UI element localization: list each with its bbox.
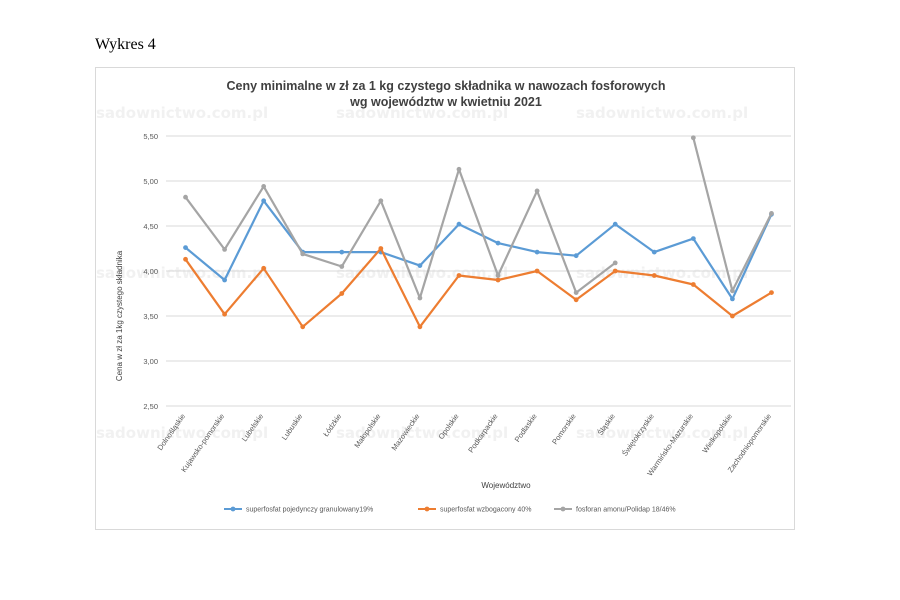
series-3 bbox=[183, 135, 774, 301]
data-point bbox=[300, 324, 306, 330]
data-point bbox=[730, 313, 735, 319]
data-point bbox=[456, 221, 462, 227]
data-point bbox=[651, 273, 657, 278]
data-point bbox=[339, 249, 345, 255]
series-1 bbox=[183, 198, 774, 302]
chart-area: sadownictwo.com.pl sadownictwo.com.pl sado… bbox=[95, 67, 795, 530]
y-tick-label: 3,50 bbox=[143, 312, 158, 321]
data-point bbox=[339, 291, 345, 296]
y-tick-label: 3,00 bbox=[143, 357, 158, 366]
x-axis-title: Województwo bbox=[481, 481, 531, 490]
data-point bbox=[183, 256, 188, 262]
data-point bbox=[261, 198, 267, 204]
data-point bbox=[651, 249, 657, 255]
y-tick-label: 5,50 bbox=[143, 132, 158, 141]
y-tick-label: 4,00 bbox=[143, 267, 158, 276]
y-axis-ticks: 2,50 3,00 3,50 4,00 4,50 5,00 5,50 bbox=[143, 132, 158, 411]
data-point bbox=[730, 296, 735, 302]
x-tick-label: Podlaskie bbox=[513, 412, 539, 444]
data-point bbox=[769, 290, 774, 295]
data-point bbox=[222, 311, 227, 317]
x-tick-label: Warmińsko-Mazurskie bbox=[645, 412, 695, 478]
legend-label: superfosfat wzbogacony 40% bbox=[440, 507, 531, 514]
chart-title: Ceny minimalne w zł za 1 kg czystego skł… bbox=[226, 79, 665, 93]
watermark-text: sadownictwo.com.pl bbox=[336, 104, 508, 122]
data-point bbox=[339, 264, 345, 269]
data-point bbox=[690, 135, 696, 141]
series-line bbox=[184, 247, 773, 328]
data-point bbox=[690, 236, 696, 242]
chart-subtitle: wg województw w kwietniu 2021 bbox=[349, 95, 542, 109]
data-point bbox=[222, 277, 227, 283]
data-point bbox=[534, 268, 540, 274]
series-line bbox=[184, 199, 773, 300]
series-2 bbox=[183, 246, 774, 330]
legend-label: superfosfat pojedynczy granulowany19% bbox=[246, 507, 373, 514]
data-point bbox=[769, 211, 774, 216]
y-tick-label: 4,50 bbox=[143, 222, 158, 231]
y-tick-label: 2,50 bbox=[143, 402, 158, 411]
x-tick-label: Lubuskie bbox=[280, 412, 305, 442]
data-point bbox=[495, 240, 501, 246]
watermark-text: sadownictwo.com.pl bbox=[576, 104, 748, 122]
gridlines bbox=[166, 135, 791, 407]
x-tick-label: Pomorskie bbox=[550, 412, 578, 446]
legend-marker bbox=[424, 506, 430, 512]
data-point bbox=[495, 277, 501, 283]
data-point bbox=[417, 295, 423, 301]
data-point bbox=[417, 324, 423, 330]
data-point bbox=[222, 247, 227, 252]
data-point bbox=[573, 253, 579, 259]
data-point bbox=[456, 166, 462, 172]
data-point bbox=[456, 273, 462, 278]
data-point bbox=[534, 188, 540, 194]
data-point bbox=[573, 290, 579, 295]
y-tick-label: 5,00 bbox=[143, 177, 158, 186]
data-point bbox=[612, 221, 618, 227]
data-point bbox=[730, 288, 735, 294]
watermark-text: sadownictwo.com.pl bbox=[336, 424, 508, 442]
data-point bbox=[573, 297, 579, 303]
x-tick-label: Zachodniopomorskie bbox=[726, 412, 773, 474]
data-point bbox=[690, 282, 696, 287]
data-point bbox=[183, 194, 188, 200]
data-point bbox=[378, 246, 384, 251]
data-point bbox=[183, 245, 188, 251]
watermark-text: sadownictwo.com.pl bbox=[336, 264, 508, 282]
figure-caption: Wykres 4 bbox=[95, 36, 156, 53]
watermark-text: sadownictwo.com.pl bbox=[576, 424, 748, 442]
legend-marker bbox=[230, 506, 236, 512]
data-point bbox=[261, 184, 267, 189]
line-chart: sadownictwo.com.pl sadownictwo.com.pl sado… bbox=[96, 79, 791, 514]
data-point bbox=[495, 273, 501, 278]
watermark-text: sadownictwo.com.pl bbox=[96, 424, 268, 442]
data-point bbox=[261, 265, 267, 271]
data-point bbox=[300, 251, 306, 257]
watermark-text: sadownictwo.com.pl bbox=[96, 104, 268, 122]
watermark-text: sadownictwo.com.pl bbox=[576, 264, 748, 282]
data-point bbox=[612, 260, 618, 266]
data-point bbox=[534, 249, 540, 255]
data-point bbox=[378, 198, 384, 204]
legend-label: fosforan amonu/Polidap 18/46% bbox=[576, 507, 676, 514]
watermark-layer: sadownictwo.com.pl sadownictwo.com.pl sado… bbox=[96, 104, 748, 442]
y-axis-title: Cena w zł za 1kg czystego składnika bbox=[115, 250, 124, 381]
legend-marker bbox=[560, 506, 566, 512]
series-layer bbox=[183, 135, 774, 330]
data-point bbox=[417, 263, 423, 268]
series-line bbox=[184, 168, 616, 300]
legend: superfosfat pojedynczy granulowany19% sup… bbox=[224, 507, 676, 514]
data-point bbox=[612, 268, 618, 274]
x-tick-label: Kujawsko-pomorskie bbox=[179, 412, 226, 474]
